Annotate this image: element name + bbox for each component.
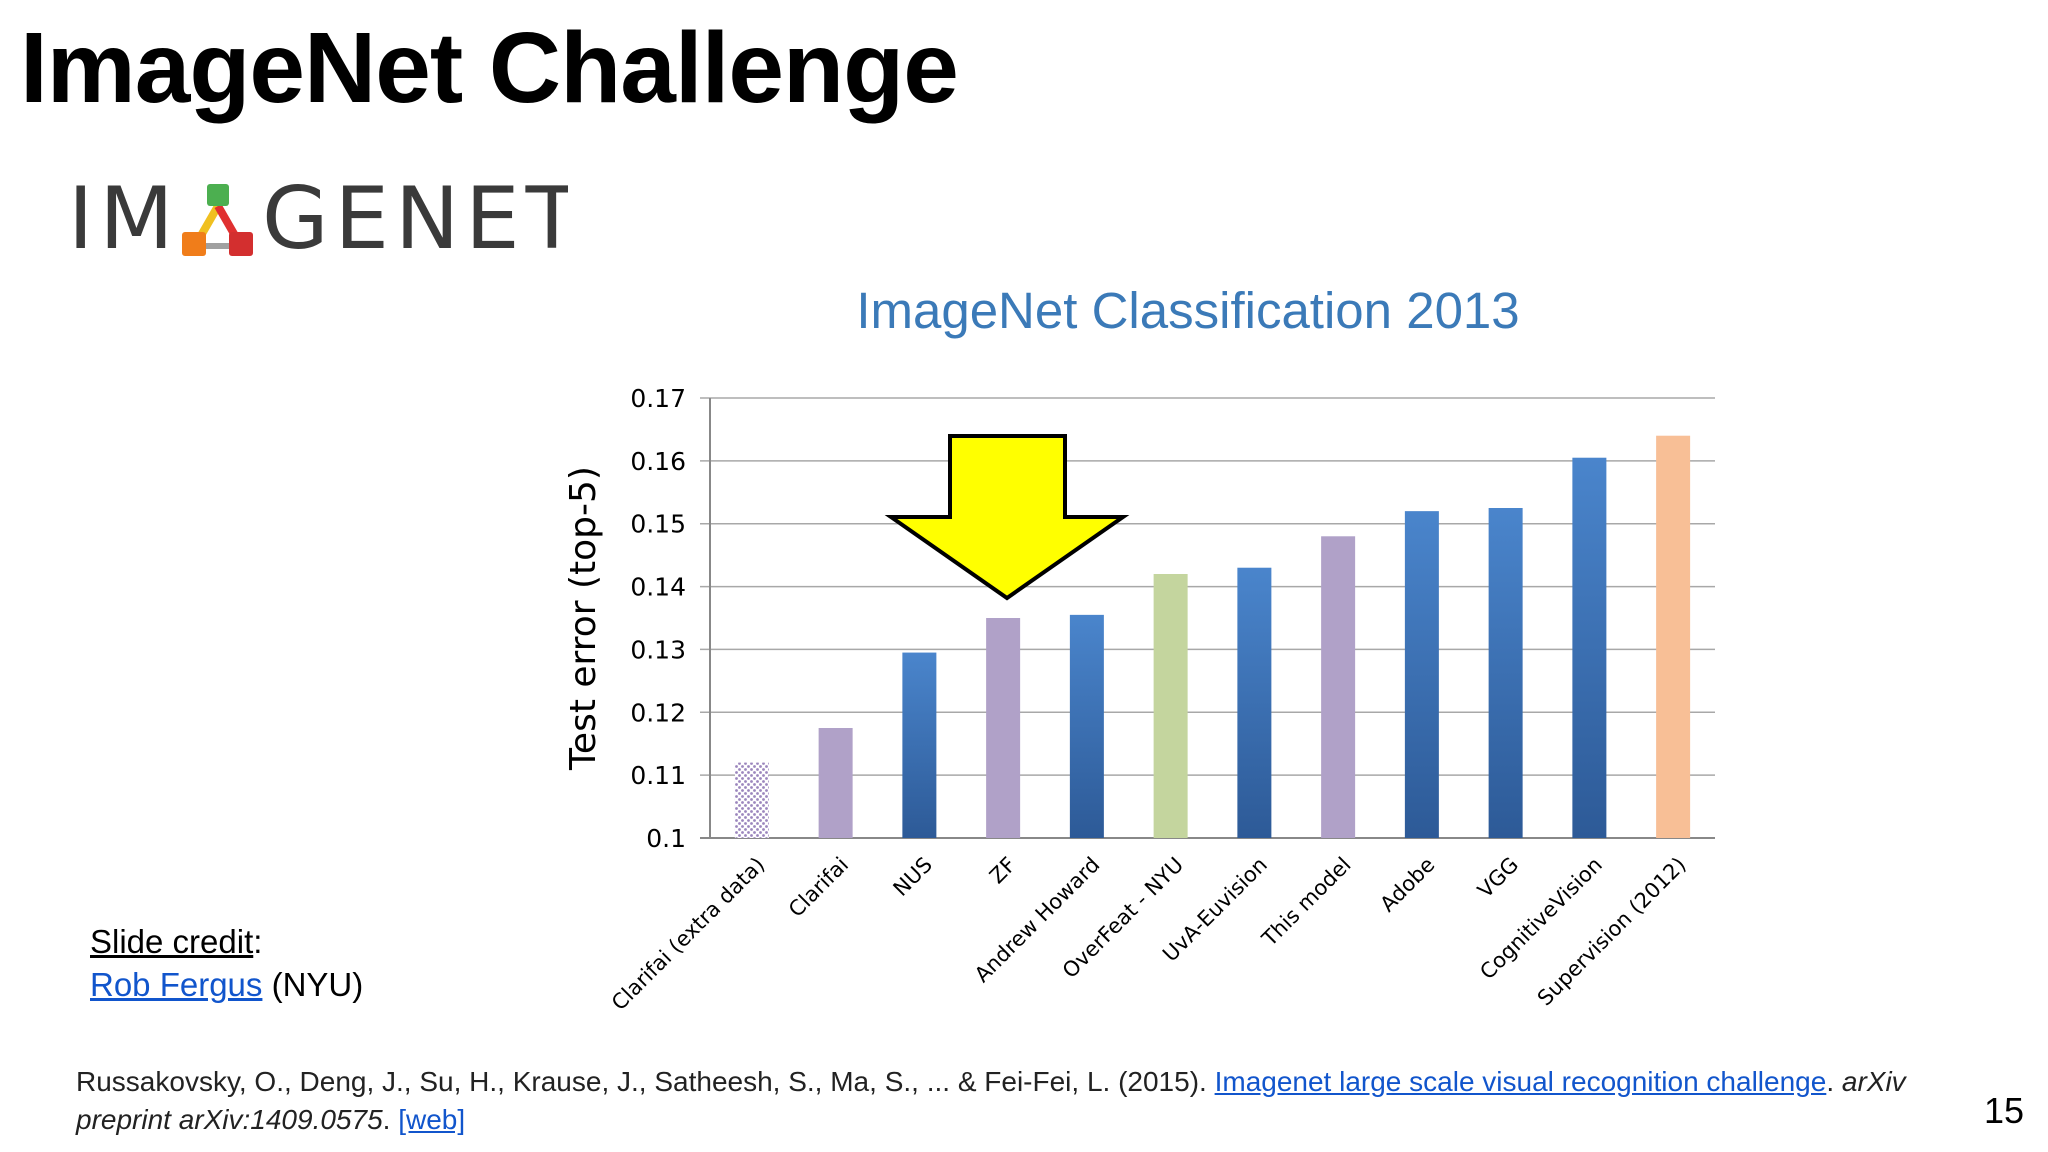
y-tick-label: 0.13 bbox=[630, 635, 686, 664]
x-category-label: NUS bbox=[889, 853, 937, 901]
bar-this-model bbox=[1321, 536, 1356, 838]
bar-clarifai-extra-data bbox=[734, 762, 769, 838]
y-tick-label: 0.11 bbox=[630, 761, 686, 790]
ref-journal: arXiv preprint arXiv:1409.0575 bbox=[76, 1066, 1906, 1135]
logo-text-left: IM bbox=[68, 169, 180, 263]
x-category-label: VGG bbox=[1473, 853, 1523, 903]
x-category-label: Clarifai bbox=[784, 853, 853, 922]
bar-nus bbox=[902, 652, 937, 838]
highlight-arrow-icon bbox=[884, 434, 1130, 601]
bar-overfeat-nyu bbox=[1153, 574, 1188, 838]
error-bar-chart: ImageNet Classification 2013 0.1 0.11 0.12… bbox=[563, 282, 1715, 1015]
bar-andrew-howard bbox=[1069, 614, 1104, 838]
bar-uva-euvision bbox=[1237, 567, 1272, 838]
y-tick-label: 0.17 bbox=[630, 384, 686, 413]
ref-paper-link[interactable]: Imagenet large scale visual recognition … bbox=[1214, 1066, 1827, 1097]
bar-cognitivevision bbox=[1572, 457, 1607, 838]
x-category-label: Supervision (2012) bbox=[1533, 853, 1691, 1011]
ref-after-link: . bbox=[1826, 1066, 1842, 1097]
x-category-label: Adobe bbox=[1375, 853, 1439, 917]
y-tick-label: 0.12 bbox=[630, 698, 686, 727]
logo-tree-icon bbox=[182, 184, 253, 256]
y-axis-label: Test error (top-5) bbox=[563, 466, 604, 771]
bar-vgg bbox=[1488, 508, 1523, 838]
y-tick-label: 0.14 bbox=[630, 573, 686, 602]
page-number: 15 bbox=[1983, 1090, 2024, 1131]
bar-zf bbox=[986, 618, 1021, 838]
credit-colon: : bbox=[253, 923, 263, 960]
reference-citation: Russakovsky, O., Deng, J., Su, H., Kraus… bbox=[76, 1063, 1976, 1139]
y-tick-label: 0.1 bbox=[646, 824, 686, 853]
chart-bars bbox=[734, 435, 1691, 838]
credit-label: Slide credit bbox=[90, 923, 254, 960]
chart-title: ImageNet Classification 2013 bbox=[856, 282, 1519, 339]
bar-adobe bbox=[1404, 511, 1439, 838]
y-axis-ticks: 0.1 0.11 0.12 0.13 0.14 0.15 0.16 0.17 bbox=[630, 384, 686, 853]
y-tick-label: 0.16 bbox=[630, 447, 686, 476]
imagenet-logo: IM GENET bbox=[68, 169, 568, 263]
ref-authors: Russakovsky, O., Deng, J., Su, H., Kraus… bbox=[76, 1066, 1215, 1097]
x-category-label: Clarifai (extra data) bbox=[607, 853, 769, 1015]
slide-title: ImageNet Challenge bbox=[20, 12, 959, 124]
slide-credit: Slide credit: Rob Fergus (NYU) bbox=[90, 920, 363, 1006]
x-axis-categories: Clarifai (extra data) Clarifai NUS ZFAndrew… bbox=[607, 853, 1691, 1015]
ref-after-journal: . bbox=[382, 1104, 399, 1135]
logo-text-right: GENET bbox=[262, 169, 568, 263]
bar-clarifai bbox=[818, 728, 853, 838]
y-tick-label: 0.15 bbox=[630, 510, 686, 539]
x-category-label: This model bbox=[1257, 853, 1356, 952]
chart-gridlines bbox=[700, 397, 1715, 839]
credit-affiliation: (NYU) bbox=[262, 966, 364, 1003]
ref-web-link[interactable]: [web] bbox=[398, 1104, 466, 1135]
bar-supervision-2012 bbox=[1656, 435, 1691, 838]
credit-name-link[interactable]: Rob Fergus bbox=[90, 966, 263, 1003]
x-category-label: ZF bbox=[985, 853, 1021, 889]
